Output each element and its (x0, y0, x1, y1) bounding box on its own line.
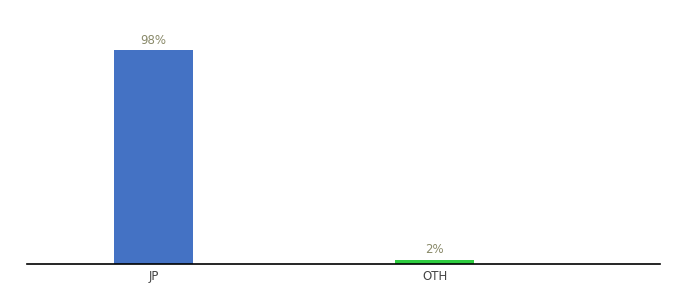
Bar (395, 260, 474, 264)
Text: 2%: 2% (426, 243, 444, 256)
Bar (114, 50, 193, 264)
Text: 98%: 98% (141, 34, 167, 47)
